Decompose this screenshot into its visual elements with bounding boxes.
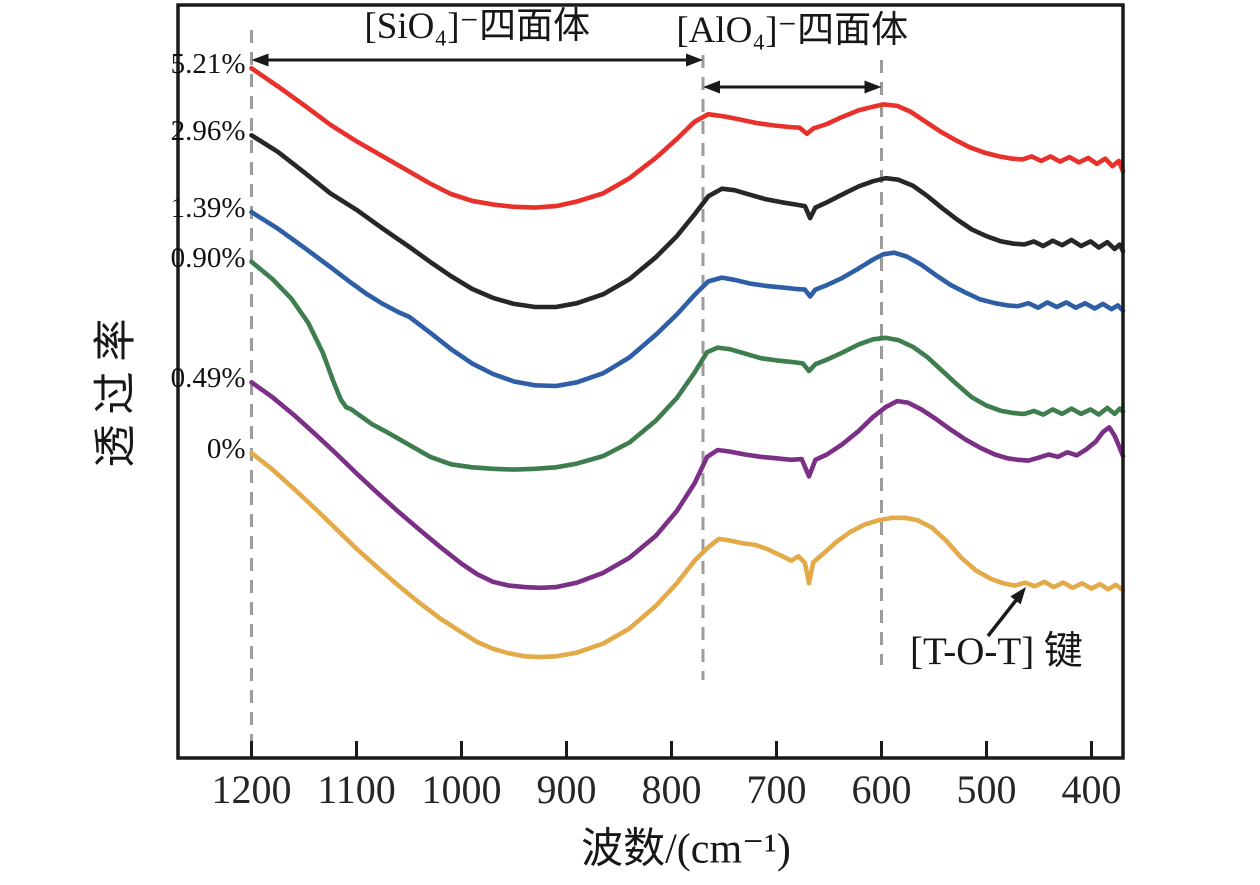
sio4-range-arrow-head-right	[686, 53, 703, 67]
t-o-t-pointer-arrow	[986, 592, 1023, 638]
x-tick-label: 500	[956, 767, 1017, 812]
sio4-band-label: [SiO₄]⁻四面体	[364, 6, 591, 47]
x-tick-label: 700	[746, 767, 807, 812]
x-tick-label: 600	[851, 767, 912, 812]
t-o-t-bond-label: [T-O-T] 键	[910, 630, 1083, 673]
series-label-2.96%: 2.96%	[170, 115, 246, 148]
x-tick-label: 1200	[211, 767, 292, 812]
series-label-0%: 0%	[206, 433, 246, 466]
spectrum-curve-3	[249, 259, 1126, 472]
spectrum-curve-0	[249, 66, 1126, 210]
x-tick-label: 800	[641, 767, 702, 812]
spectrum-curve-4	[249, 380, 1126, 591]
x-tick-label: 1000	[421, 767, 502, 812]
x-tick-label: 400	[1061, 767, 1122, 812]
spectrum-curve-2	[249, 209, 1126, 389]
alo4-range-arrow-head-right	[864, 80, 882, 94]
spectrum-curve-1	[249, 133, 1126, 310]
t-o-t-pointer-arrowhead	[1010, 587, 1026, 605]
series-label-5.21%: 5.21%	[170, 48, 246, 81]
series-label-1.39%: 1.39%	[170, 192, 246, 225]
sio4-range-arrow-head-left	[251, 53, 269, 67]
x-axis-title: 波数/(cm⁻¹)	[581, 826, 791, 873]
series-label-0.49%: 0.49%	[170, 362, 246, 395]
spectrum-curve-5	[249, 450, 1126, 660]
alo4-range-arrow-head-left	[703, 80, 720, 94]
x-tick-label: 900	[536, 767, 597, 812]
alo4-band-label: [AlO₄]⁻四面体	[676, 10, 909, 51]
plot-border	[176, 3, 1125, 760]
x-tick-label: 1100	[317, 767, 396, 812]
series-label-0.90%: 0.90%	[170, 241, 246, 274]
